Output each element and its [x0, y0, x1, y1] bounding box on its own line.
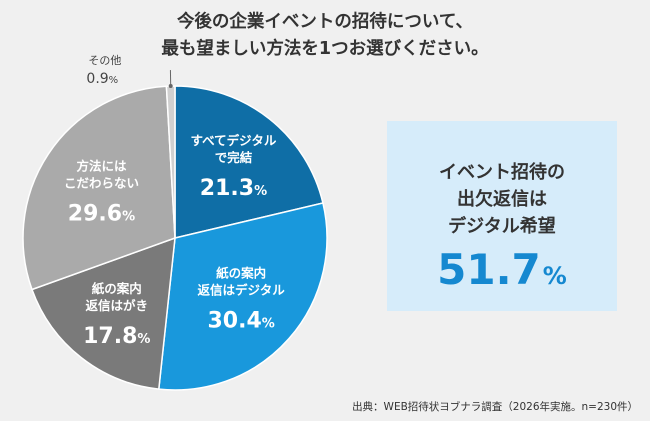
pie-slice-3 [31, 236, 176, 390]
source-note: 出典：WEB招待状ヨブナラ調査（2026年実施。n=230件） [352, 401, 638, 413]
chart-title: 今後の企業イベントの招待について、 最も望ましい方法を1つお選びください。 [0, 9, 650, 63]
callout-line-2: 出欠返信は [457, 189, 547, 210]
callout-value-unit: % [542, 262, 567, 290]
pie-slice-1 [174, 85, 324, 239]
pie-label-value: 30.4% [207, 308, 274, 333]
pie-slice-4 [22, 85, 176, 291]
callout-value: 51.7% [387, 244, 617, 302]
pie-leader-dot [168, 84, 173, 89]
pie-label-text: こだわらない [64, 175, 139, 190]
pie-slice-2 [157, 202, 328, 391]
pie-label-text: その他 [88, 54, 121, 67]
pie-label-text: 紙の案内 [216, 265, 266, 280]
pie-label-5: その他 0.9% [86, 54, 173, 89]
pie-label-text: 紙の案内 [92, 281, 142, 296]
chart-title-line-1: 今後の企業イベントの招待について、 [176, 12, 474, 32]
pie-label-value: 17.8% [83, 324, 150, 349]
pie-label-text: 返信はがき [86, 298, 149, 313]
pie-label-text: 方法には [76, 158, 127, 173]
pie-label-text: 返信はデジタル [197, 282, 285, 297]
pie-label-value: 0.9% [86, 71, 118, 87]
pie-label-text: すべてデジタル [191, 133, 277, 148]
callout-value-number: 51.7 [437, 245, 541, 294]
pie-label-text: で完結 [215, 150, 253, 165]
callout-line-1: イベント招待の [439, 162, 565, 183]
pie-label-value: 21.3% [200, 176, 267, 201]
pie-label-value: 29.6% [68, 201, 135, 226]
callout-line-3: デジタル希望 [448, 216, 556, 237]
chart-title-line-2: 最も望ましい方法を1つお選びください。 [161, 39, 489, 59]
summary-callout: イベント招待の 出欠返信は デジタル希望 51.7% [387, 121, 617, 311]
